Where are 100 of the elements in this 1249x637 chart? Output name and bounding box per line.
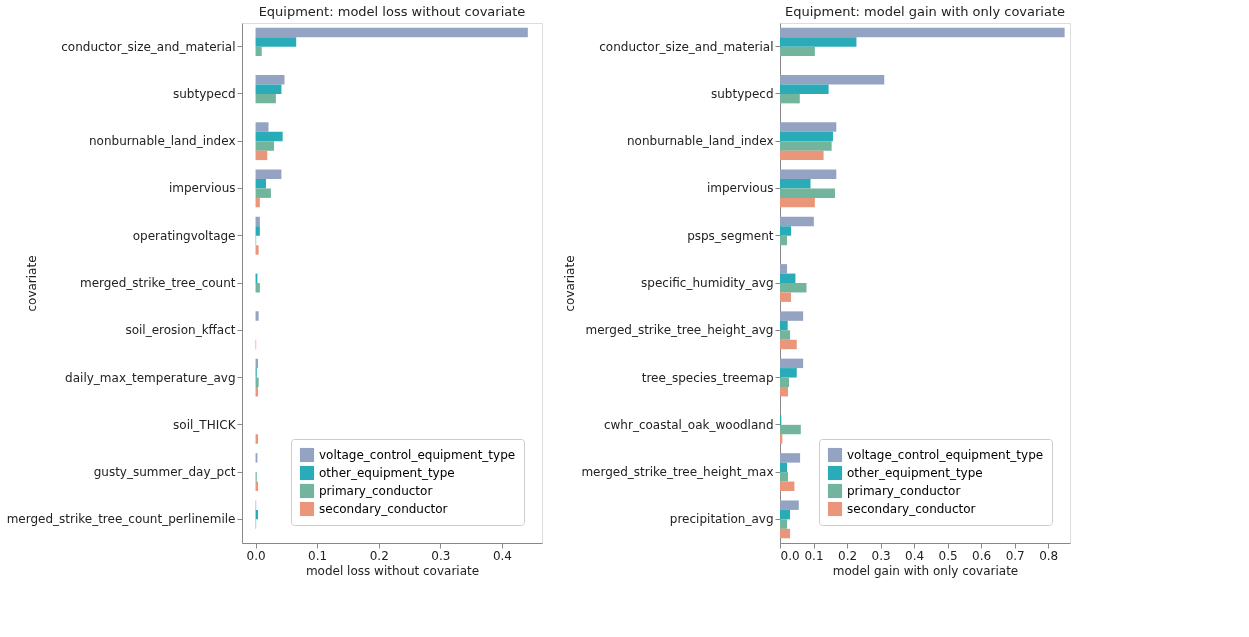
y-tick-label: operatingvoltage — [132, 228, 236, 243]
bar — [255, 75, 285, 85]
bar — [780, 500, 799, 510]
bar — [780, 472, 789, 482]
y-tick-label: merged_strike_tree_height_avg — [585, 323, 774, 338]
bar — [780, 75, 885, 85]
y-tick-label: merged_strike_tree_count_perlinemile — [6, 512, 236, 527]
bar — [780, 188, 835, 198]
bar — [780, 169, 837, 179]
y-tick-label: subtypecd — [173, 86, 236, 101]
bar — [255, 188, 271, 198]
bar — [255, 84, 282, 94]
y-tick-label: tree_species_treemap — [641, 370, 774, 385]
y-tick-label: merged_strike_tree_height_max — [581, 465, 774, 480]
bar — [780, 27, 1065, 38]
x-tick-label: 0.3 — [431, 548, 451, 563]
x-axis-title: model loss without covariate — [305, 563, 480, 578]
y-tick-label: impervious — [168, 181, 236, 196]
y-tick-label: nonburnable_land_index — [88, 134, 236, 149]
x-tick-label: 0.2 — [369, 548, 389, 563]
bar — [780, 150, 824, 161]
bar — [255, 226, 260, 236]
x-tick-label: 0.4 — [492, 548, 513, 563]
bar — [780, 387, 789, 397]
bar — [780, 131, 833, 142]
bar — [255, 27, 528, 38]
y-tick-label: conductor_size_and_material — [599, 39, 774, 54]
bar — [780, 179, 811, 189]
y-tick-label: impervious — [706, 181, 774, 196]
legend-label: voltage_control_equipment_type — [847, 448, 1044, 462]
legend-label: secondary_conductor — [847, 502, 976, 516]
legend-label: other_equipment_type — [847, 466, 983, 480]
bar — [780, 46, 815, 57]
bar — [780, 235, 788, 246]
x-tick-label: 0.2 — [838, 548, 858, 563]
bar — [780, 122, 837, 132]
y-tick-label: conductor_size_and_material — [61, 39, 236, 54]
bar — [255, 179, 267, 189]
x-tick-label: 0.4 — [905, 548, 925, 563]
legend-label: primary_conductor — [319, 484, 433, 498]
y-tick-label: specific_humidity_avg — [641, 276, 774, 290]
bar — [780, 216, 814, 227]
y-tick-label: subtypecd — [711, 86, 774, 101]
bar — [255, 377, 259, 387]
bar — [255, 37, 297, 47]
y-tick-label: daily_max_temperature_avg — [65, 370, 236, 385]
bar — [780, 424, 801, 435]
bar — [780, 197, 815, 208]
bar — [780, 37, 857, 47]
y-tick-label: precipitation_avg — [669, 512, 774, 527]
legend-label: secondary_conductor — [319, 502, 448, 516]
bar — [780, 311, 804, 321]
bar — [780, 226, 792, 236]
bar — [780, 528, 791, 539]
y-axis-title: covariate — [24, 255, 39, 312]
bar — [255, 122, 269, 132]
bar — [780, 264, 788, 274]
bar — [780, 84, 829, 94]
bar — [255, 245, 259, 255]
x-tick-label: 0.3 — [871, 548, 891, 563]
bar — [780, 462, 788, 473]
bar — [780, 292, 792, 302]
x-tick-label: 0.5 — [938, 548, 958, 563]
x-tick-label: 0.8 — [1039, 548, 1059, 563]
legend-label: voltage_control_equipment_type — [319, 448, 516, 462]
legend-label: primary_conductor — [847, 484, 961, 498]
x-tick-label: 0.1 — [308, 548, 328, 563]
bar — [780, 453, 801, 463]
y-tick-label: gusty_summer_day_pct — [93, 465, 236, 480]
y-tick-label: nonburnable_land_index — [626, 134, 774, 149]
bar — [780, 434, 783, 444]
bar — [780, 509, 791, 520]
x-tick-label: 0.6 — [972, 548, 992, 563]
x-tick-label: 0.7 — [1005, 548, 1025, 563]
bar — [780, 358, 804, 369]
bar — [255, 131, 283, 142]
bar — [255, 46, 262, 57]
chart-title: Equipment: model gain with only covariate — [784, 4, 1066, 19]
legend-label: other_equipment_type — [319, 466, 455, 480]
x-tick-label: 0.0 — [246, 548, 266, 563]
bar — [780, 377, 790, 387]
bar — [780, 283, 807, 293]
bar — [780, 481, 795, 491]
y-tick-label: soil_erosion_kffact — [125, 323, 236, 338]
bar — [255, 311, 259, 321]
y-tick-label: merged_strike_tree_count — [79, 276, 236, 290]
y-axis-title: covariate — [563, 255, 578, 312]
bar — [780, 320, 788, 331]
x-axis-title: model gain with only covariate — [832, 563, 1019, 578]
bar — [780, 519, 788, 529]
y-tick-label: psps_segment — [687, 228, 774, 243]
y-tick-label: soil_THICK — [173, 417, 237, 432]
bar — [780, 93, 800, 104]
bar — [255, 141, 275, 151]
chart-title: Equipment: model loss without covariate — [258, 4, 526, 19]
y-tick-label: cwhr_coastal_oak_woodland — [603, 417, 774, 432]
bar — [780, 330, 791, 340]
bar — [780, 368, 797, 378]
bar — [780, 339, 797, 350]
bar — [780, 273, 796, 283]
